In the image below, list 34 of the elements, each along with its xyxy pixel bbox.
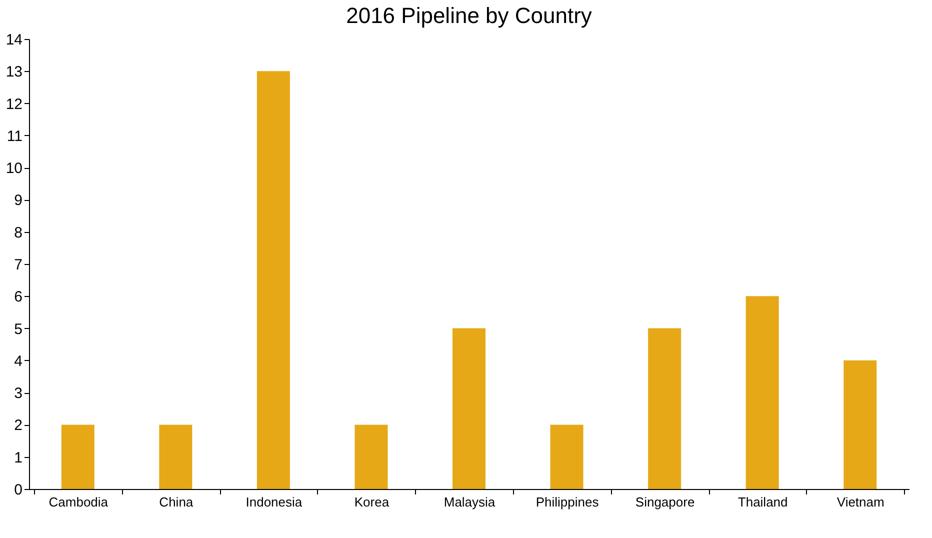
- x-tick-label: Vietnam: [836, 494, 884, 510]
- bar: [354, 424, 388, 489]
- y-tick-label: 3: [14, 385, 22, 402]
- y-tick-label: 6: [14, 288, 22, 306]
- x-tick-label: Philippines: [536, 494, 600, 510]
- x-tick-label: Indonesia: [246, 494, 303, 510]
- y-tick-label: 11: [6, 128, 22, 145]
- chart-title: 2016 Pipeline by Country: [346, 3, 592, 28]
- y-tick-label: 1: [14, 449, 22, 466]
- x-tick-label: Singapore: [635, 494, 695, 510]
- bar: [452, 328, 486, 489]
- bar: [746, 296, 779, 489]
- y-tick-label: 0: [14, 482, 22, 498]
- bar: [61, 424, 94, 489]
- y-tick-label: 10: [6, 160, 22, 178]
- bar: [159, 424, 192, 489]
- y-tick-label: 4: [14, 352, 22, 370]
- bar: [844, 360, 877, 489]
- y-tick-label: 2: [14, 417, 22, 434]
- x-tick-label: Malaysia: [444, 494, 496, 510]
- bar: [648, 328, 682, 489]
- y-tick-label: 14: [6, 32, 22, 48]
- x-tick-label: Thailand: [738, 494, 788, 510]
- x-tick-label: China: [159, 494, 194, 510]
- y-tick-label: 5: [14, 320, 22, 338]
- y-tick-label: 13: [6, 64, 22, 81]
- y-tick-label: 8: [14, 224, 22, 242]
- bar: [550, 424, 584, 489]
- x-tick-label: Cambodia: [48, 494, 109, 510]
- y-tick-label: 12: [6, 96, 22, 113]
- x-tick-label: Korea: [354, 494, 390, 510]
- bar: [256, 71, 290, 489]
- y-tick-label: 7: [14, 256, 22, 274]
- y-tick-label: 9: [14, 192, 22, 210]
